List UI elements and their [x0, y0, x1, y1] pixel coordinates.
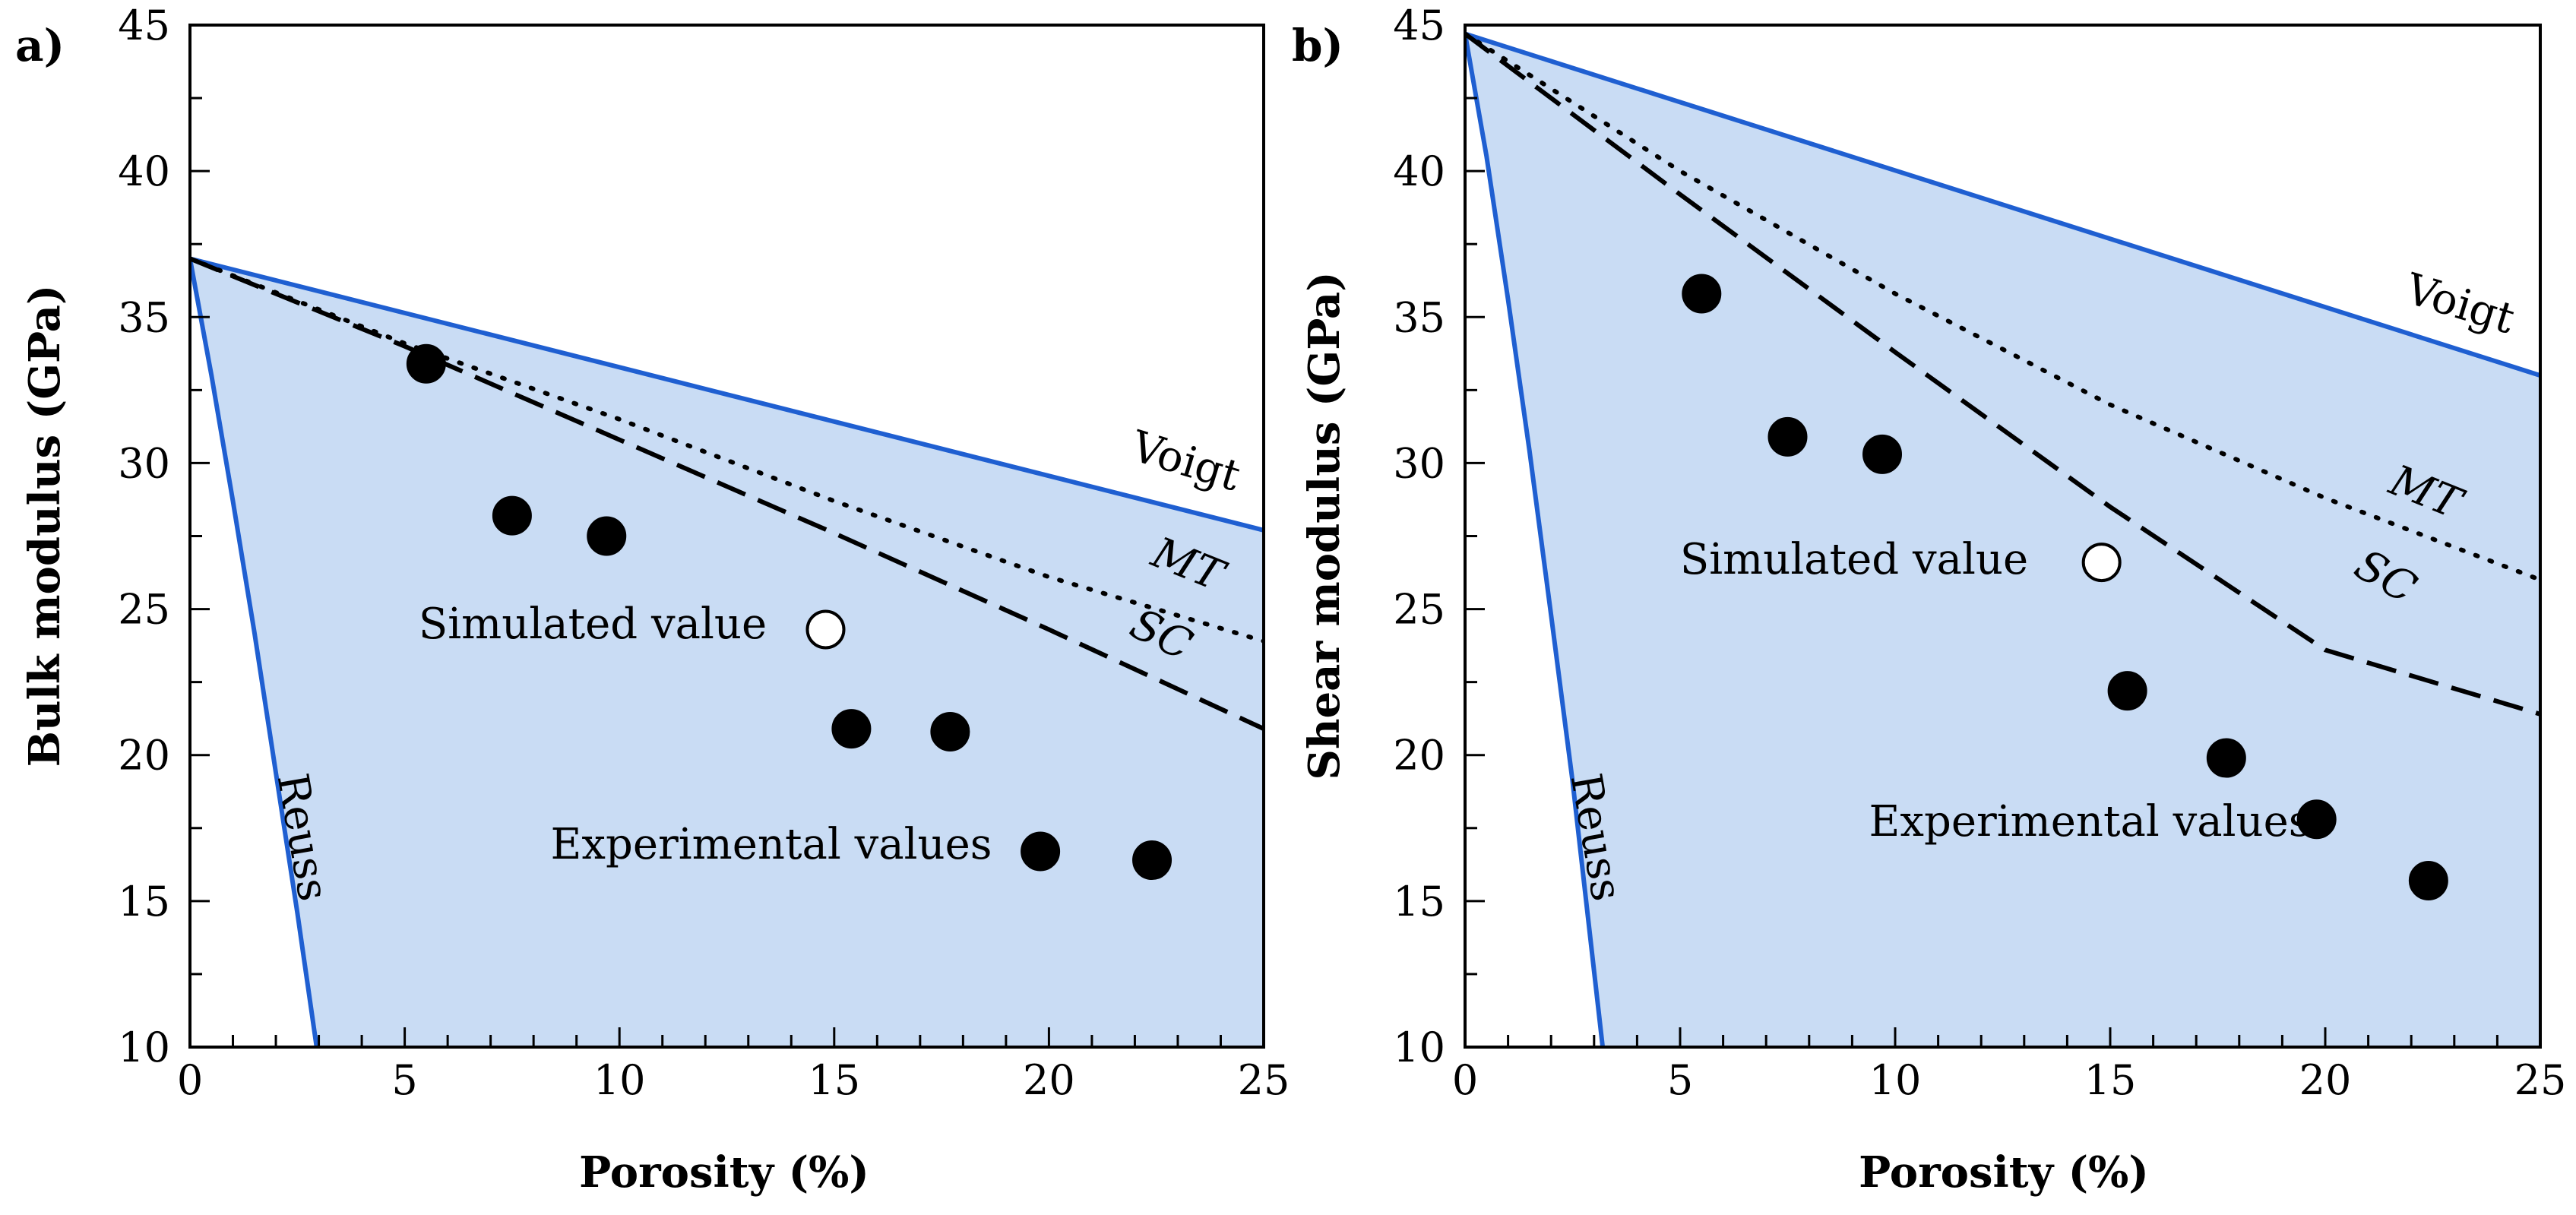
panel-b-label: b) [1292, 20, 1343, 71]
panel-a-reuss-line [190, 258, 319, 1047]
panel-a-x-tick-label: 20 [1023, 1056, 1075, 1104]
panel-b-y-tick-label: 30 [1393, 439, 1445, 487]
panel-b-experimental-point [2206, 738, 2246, 778]
panel-b-experimental-point [2107, 671, 2147, 711]
panel-b-x-tick-label: 5 [1667, 1056, 1693, 1104]
panel-b-mt-line [1465, 31, 2540, 583]
panel-a-label: a) [15, 20, 65, 71]
panel-a-bounds-shading [190, 258, 1264, 1047]
panel-a-voigt-label: Voigt [1125, 422, 1245, 502]
panel-b-x-tick-label: 15 [2084, 1056, 2137, 1104]
panel-b-experimental-point [1682, 274, 1722, 314]
panel-b-experimental-point [2296, 799, 2337, 840]
panel-b-x-axis-title: Porosity (%) [1859, 1147, 2149, 1198]
panel-b-experimental-point [1862, 434, 1903, 474]
panel-b-simulated-label: Simulated value [1680, 535, 2028, 584]
panel-a-plot-area: 0 5 10 15 20 25 10 15 20 25 30 35 40 45 [118, 2, 1290, 1104]
panel-b-x-tick-label: 20 [2299, 1056, 2352, 1104]
panel-a-x-tick-label: 10 [593, 1056, 646, 1104]
panel-a-simulated-point [805, 609, 846, 650]
panel-a-y-tick-label: 40 [118, 147, 170, 195]
panel-a-x-tick-label: 5 [391, 1056, 417, 1104]
panel-b-y-tick-label: 35 [1393, 293, 1445, 341]
panel-a-y-tick-label: 45 [118, 2, 170, 49]
panel-b-simulated-point [2081, 543, 2122, 583]
panel-b-voigt-label: Voigt [2399, 264, 2520, 344]
panel-a-y-tick-label: 20 [118, 732, 170, 780]
panel-a-experimental-point [406, 343, 446, 384]
panel-b-x-tick-label: 0 [1452, 1056, 1478, 1104]
panel-b-y-tick-label: 20 [1393, 732, 1445, 780]
panel-a-experimental-point [492, 495, 532, 536]
panel-a-x-tick-label: 15 [808, 1056, 860, 1104]
panel-a-experimental-point [930, 711, 970, 751]
panel-a-y-tick-label: 30 [118, 439, 170, 487]
panel-a-voigt-line [190, 256, 1264, 533]
panel-a-y-tick-label: 15 [118, 878, 170, 925]
panel-b-experimental-point [1767, 416, 1808, 457]
panel-b-sc-line [1465, 32, 2540, 717]
panel-b: b) Shear modulus (GPa) Porosity (%) 0 5 10… [1292, 2, 2566, 1198]
panel-a-y-tick-label: 25 [118, 586, 170, 634]
panel-a-experimental-point [587, 516, 627, 556]
panel-b-y-tick-label: 45 [1393, 2, 1445, 49]
panel-a-x-tick-label: 0 [177, 1056, 203, 1104]
panel-b-y-axis-title: Shear modulus (GPa) [1299, 271, 1350, 780]
panel-a-y-axis-title: Bulk modulus (GPa) [20, 285, 70, 767]
panel-b-x-tick-label: 25 [2514, 1056, 2567, 1104]
panel-a-experimental-point [1132, 840, 1172, 881]
panel-b-y-tick-label: 10 [1393, 1024, 1445, 1071]
panel-a-y-tick-label: 10 [118, 1024, 170, 1071]
panel-a-x-tick-label: 25 [1238, 1056, 1290, 1104]
panel-b-y-tick-label: 25 [1393, 586, 1445, 634]
panel-a-experimental-label: Experimental values [551, 820, 992, 869]
panel-b-experimental-label: Experimental values [1869, 797, 2311, 846]
panel-a-x-axis-title: Porosity (%) [579, 1147, 869, 1198]
panel-b-voigt-line [1465, 31, 2540, 378]
panel-b-y-tick-label: 40 [1393, 147, 1445, 195]
panel-b-plot-area: 0 5 10 15 20 25 10 15 20 25 30 35 40 45 [1393, 2, 2566, 1104]
panel-a: a) Bulk modulus (GPa) Porosity (%) 0 5 10 1… [15, 2, 1290, 1198]
panel-a-simulated-label: Simulated value [419, 600, 767, 649]
panel-b-experimental-point [2408, 860, 2448, 900]
panel-b-reuss-line [1465, 33, 1606, 1047]
panel-a-experimental-point [1021, 831, 1061, 872]
panel-b-y-tick-label: 15 [1393, 878, 1445, 925]
panel-a-y-tick-label: 35 [118, 293, 170, 341]
panel-b-bounds-shading [1465, 33, 2540, 1047]
panel-a-experimental-point [831, 709, 872, 749]
panel-a-sc-line [190, 256, 1264, 731]
panel-b-x-tick-label: 10 [1869, 1056, 1922, 1104]
